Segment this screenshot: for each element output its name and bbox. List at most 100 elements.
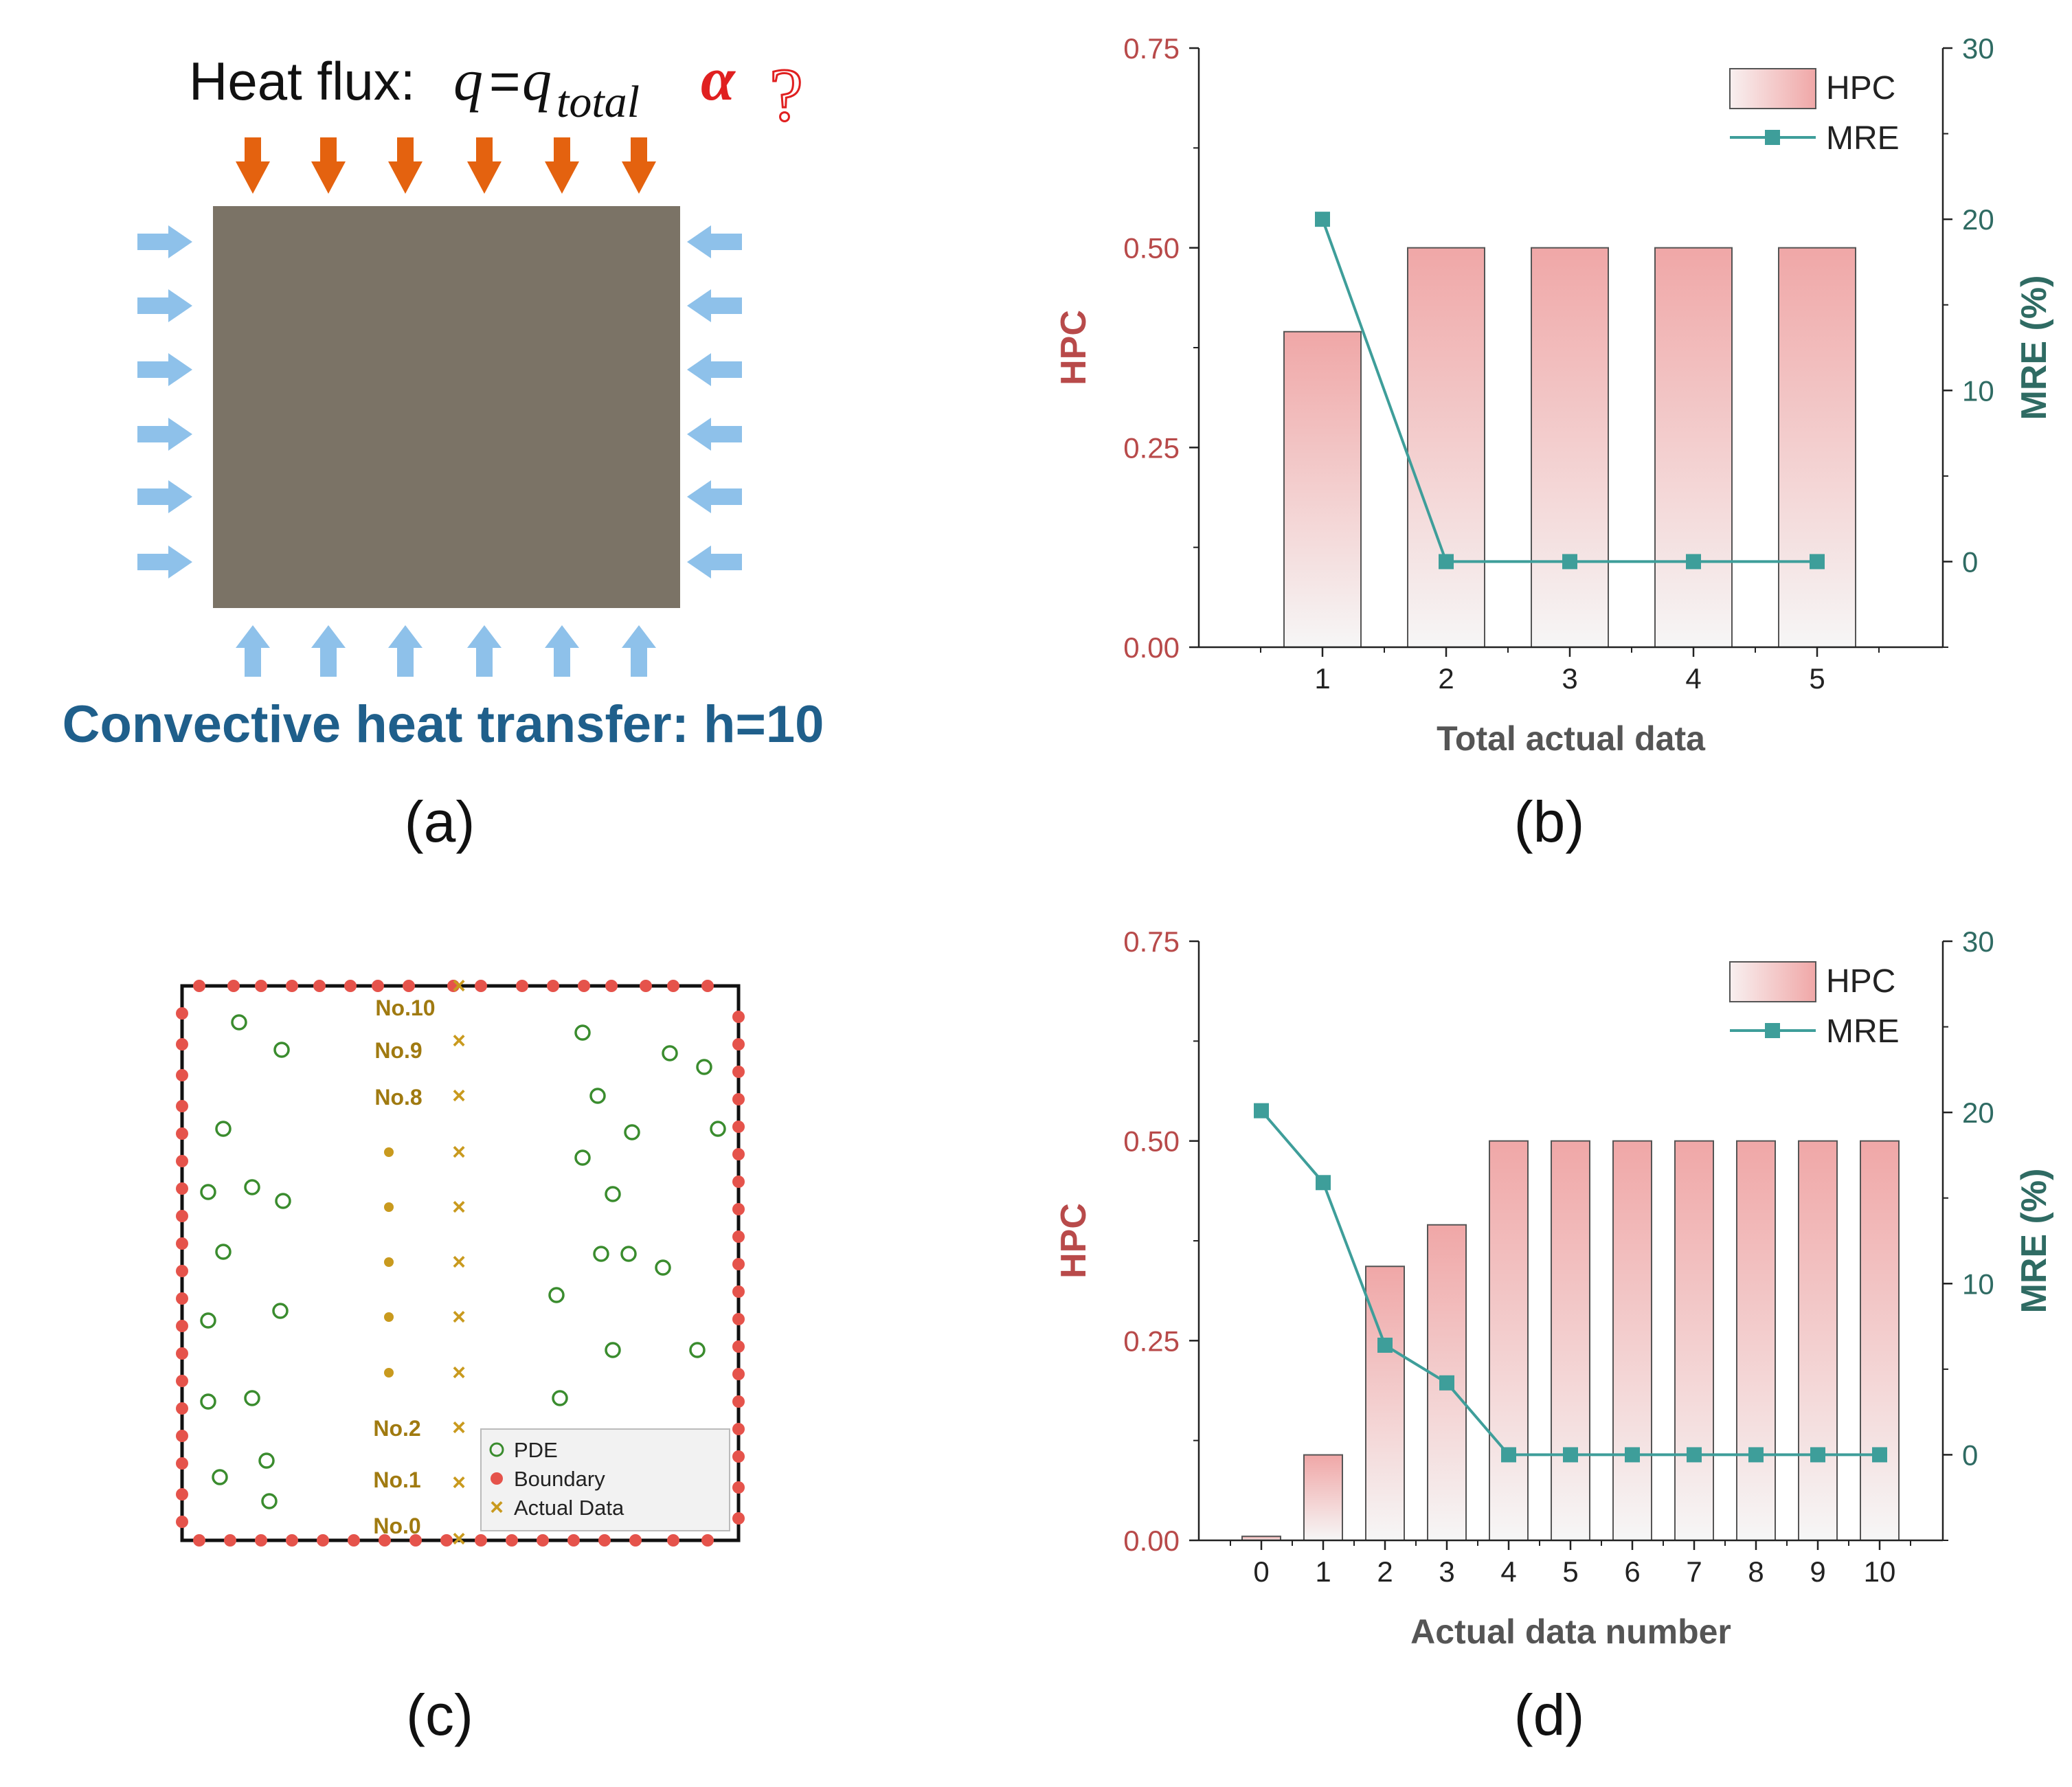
boundary-point — [348, 1534, 360, 1547]
left-tick-label: 0.75 — [1123, 32, 1180, 65]
mre-marker — [1501, 1447, 1516, 1462]
legend-pde-label: PDE — [514, 1438, 558, 1462]
hpc-bar — [1675, 1141, 1713, 1540]
hpc-bar — [1860, 1141, 1899, 1540]
ellipsis-dots — [384, 1147, 394, 1378]
legend-actual-label: Actual Data — [514, 1496, 624, 1520]
boundary-point — [732, 1340, 745, 1353]
q-symbol: q — [453, 47, 483, 113]
mre-marker — [1316, 1175, 1331, 1190]
bottom-convection-arrows — [236, 625, 656, 677]
actual-data-point: × — [452, 1249, 466, 1275]
x-tick-label: 2 — [1438, 662, 1454, 695]
pde-point — [663, 1046, 677, 1060]
boundary-point — [176, 1038, 188, 1050]
boundary-point — [578, 980, 590, 992]
boundary-point — [732, 1368, 745, 1380]
left-tick-label: 0.25 — [1123, 431, 1180, 464]
boundary-point — [176, 1430, 188, 1442]
actual-data-point: × — [452, 973, 466, 999]
boundary-point — [732, 1450, 745, 1463]
mre-marker — [1377, 1338, 1393, 1353]
boundary-point — [475, 1534, 487, 1547]
hpc-bar — [1799, 1141, 1837, 1540]
boundary-point — [732, 1121, 745, 1133]
panel-c: × × × × × × × × × × × No.10 No.9 No.8 No.2 No.1 No… — [176, 973, 745, 1747]
x-axis-title: Total actual data — [1437, 719, 1706, 758]
boundary-point — [516, 980, 528, 992]
convective-label: Convective heat transfer: h=10 — [63, 695, 824, 754]
boundary-point — [176, 1127, 188, 1140]
label-no10: No.10 — [375, 996, 435, 1020]
panel-c-legend: PDE Boundary × Actual Data — [481, 1429, 730, 1531]
boundary-point — [176, 1347, 188, 1360]
boundary-point — [605, 980, 618, 992]
heat-flux-arrow-icon — [311, 137, 346, 194]
heat-flux-arrow-icon — [545, 137, 579, 194]
boundary-point — [667, 1534, 679, 1547]
convection-arrow-icon — [137, 225, 192, 258]
label-no9: No.9 — [374, 1038, 422, 1063]
pde-point — [201, 1395, 215, 1408]
mre-marker — [1563, 1447, 1578, 1462]
y-axis-title: HPC — [1054, 1203, 1094, 1279]
x-tick-label: 2 — [1377, 1555, 1393, 1588]
boundary-point — [176, 1265, 188, 1277]
heat-flux-arrow-icon — [388, 137, 423, 194]
mre-marker — [1686, 554, 1701, 569]
caption-d: (d) — [1514, 1683, 1585, 1747]
convection-arrow-icon — [687, 353, 742, 386]
convection-arrow-icon — [687, 480, 742, 513]
boundary-point — [313, 980, 326, 992]
pde-point — [276, 1194, 290, 1208]
pde-point — [711, 1122, 725, 1136]
legend-mre-marker — [1765, 1023, 1780, 1038]
alpha-symbol: α — [701, 45, 736, 113]
hpc-bar — [1655, 248, 1732, 647]
pde-point — [656, 1261, 670, 1274]
boundary-point — [732, 1011, 745, 1023]
boundary-point — [547, 980, 559, 992]
convection-arrow-icon — [236, 625, 270, 677]
mre-marker — [1439, 1375, 1454, 1391]
equals-sign: = — [489, 51, 521, 111]
x-tick-label: 0 — [1253, 1555, 1269, 1588]
pde-point — [273, 1304, 287, 1318]
boundary-point — [403, 980, 415, 992]
boundary-point — [537, 1534, 549, 1547]
actual-data-point: × — [452, 1083, 466, 1109]
heat-flux-arrows — [236, 137, 656, 194]
actual-data-point: × — [452, 1028, 466, 1054]
boundary-point — [176, 1320, 188, 1332]
left-tick-label: 0.75 — [1123, 925, 1180, 958]
pde-point — [216, 1245, 230, 1259]
x-tick-label: 4 — [1500, 1555, 1516, 1588]
hpc-bar — [1613, 1141, 1652, 1540]
boundary-point — [732, 1148, 745, 1160]
hpc-bar — [1284, 332, 1361, 647]
convection-arrow-icon — [137, 289, 192, 322]
caption-a: (a) — [405, 789, 475, 854]
x-tick-label: 6 — [1624, 1555, 1640, 1588]
boundary-point — [506, 1534, 518, 1547]
x-tick-label: 1 — [1314, 662, 1330, 695]
convection-arrow-icon — [137, 480, 192, 513]
convection-arrow-icon — [137, 546, 192, 578]
left-tick-label: 0.00 — [1123, 1525, 1180, 1557]
boundary-point — [732, 1176, 745, 1188]
boundary-point — [440, 1534, 453, 1547]
convection-arrow-icon — [137, 418, 192, 451]
ellipsis-dot — [384, 1312, 394, 1322]
mre-marker — [1315, 212, 1330, 227]
legend-hpc-swatch — [1730, 69, 1816, 109]
boundary-point — [176, 1007, 188, 1020]
hpc-bar — [1551, 1141, 1590, 1540]
boundary-point — [598, 1534, 611, 1547]
y-axis-title: HPC — [1054, 310, 1094, 385]
mre-marker — [1562, 554, 1577, 569]
pde-point — [576, 1151, 589, 1165]
actual-data-point: × — [452, 1415, 466, 1441]
mre-marker — [1254, 1103, 1269, 1119]
legend-mre-marker — [1765, 130, 1780, 145]
convection-arrow-icon — [545, 625, 579, 677]
